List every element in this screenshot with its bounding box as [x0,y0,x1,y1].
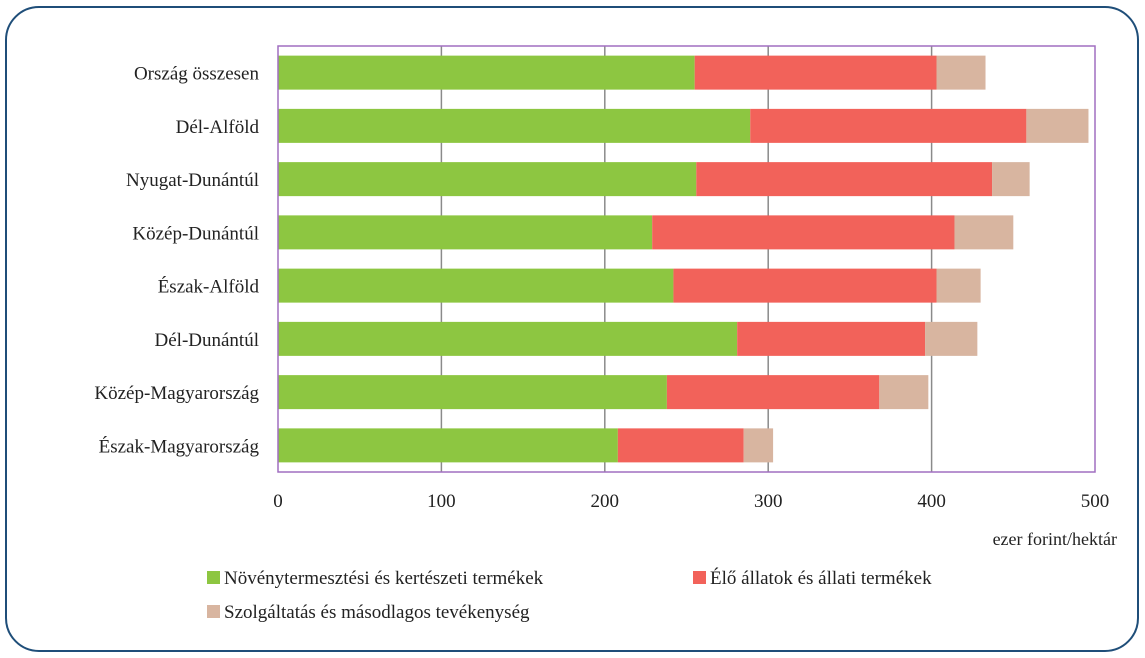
bar-segment [617,428,744,463]
bar-segment [936,55,986,90]
bar-segment [925,321,978,356]
bar-segment [278,162,697,197]
bar-segment [750,108,1027,143]
plot-border [277,45,1096,473]
bar-segment [696,162,993,197]
bar-segment [673,268,937,303]
bar-segment [278,375,667,410]
bars [278,55,1089,463]
bar-segment [879,375,929,410]
category-label: Észak-Alföld [158,276,260,298]
x-tick-label: 100 [427,491,456,512]
category-label: Ország összesen [134,64,260,85]
bar-segment [1026,108,1089,143]
category-labels: Ország összesen Dél-Alföld Nyugat-Dunántúl… [94,64,259,458]
x-tick-label: 300 [754,491,783,512]
bar-segment [278,268,674,303]
bar-segment [694,55,937,90]
bar-segment [743,428,774,463]
category-label: Dél-Dunántúl [155,330,259,351]
legend-swatch [207,605,220,618]
x-tick-label: 0 [273,491,283,512]
category-label: Nyugat-Dunántúl [126,170,259,191]
x-tick-labels: 0 100 200 300 400 500 [273,491,1109,512]
category-label: Dél-Alföld [176,117,260,138]
legend-swatch [207,571,220,584]
bar-segment [652,215,955,250]
bar-segment [666,375,880,410]
bar-segment [278,215,653,250]
bar-segment [992,162,1030,197]
legend-label: Szolgáltatás és másodlagos tevékenység [224,602,530,623]
category-label: Észak-Magyarország [99,435,260,457]
bar-segment [954,215,1014,250]
bar-segment [278,108,751,143]
category-label: Közép-Dunántúl [132,223,259,244]
x-axis-unit-label: ezer forint/hektár [993,529,1117,549]
bar-segment [278,321,738,356]
legend-swatch [693,571,706,584]
x-tick-label: 200 [591,491,620,512]
bar-segment [737,321,926,356]
bar-segment [936,268,981,303]
category-label: Közép-Magyarország [94,383,259,404]
bar-segment [278,428,618,463]
x-tick-label: 400 [917,491,946,512]
legend-label: Növénytermesztési és kertészeti termékek [224,568,544,589]
legend: Növénytermesztési és kertészeti termékek… [207,567,932,623]
legend-label: Élő állatok és állati termékek [710,567,932,589]
bar-segment [278,55,695,90]
x-tick-label: 500 [1081,491,1110,512]
